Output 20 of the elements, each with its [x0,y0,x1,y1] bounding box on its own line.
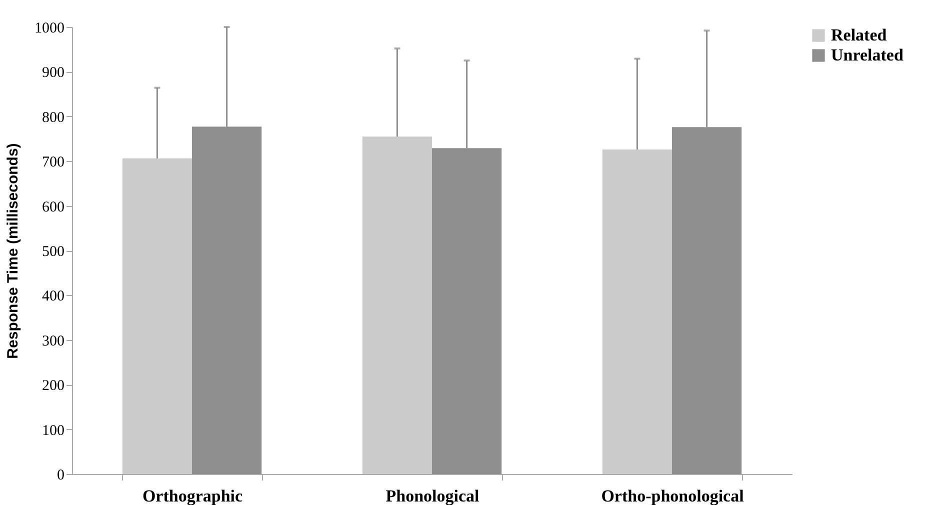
x-tick-label: Phonological [386,486,480,505]
legend-label: Related [831,26,888,44]
legend-label: Unrelated [831,46,904,64]
y-tick-label: 500 [42,244,64,260]
y-axis-title: Response Time (milliseconds) [4,143,22,359]
x-tick-label: Orthographic [142,486,244,505]
y-tick-label: 900 [42,65,64,82]
x-tick-label: Ortho-phonological [601,486,744,505]
bar [362,136,432,474]
y-tick-label: 0 [57,468,64,484]
y-tick-label: 1000 [34,20,64,36]
bar [602,149,672,474]
y-tick-label: 400 [42,288,64,305]
y-tick-label: 300 [42,333,64,350]
y-tick-label: 700 [42,154,64,171]
y-tick-label: 100 [42,422,64,439]
y-tick-label: 600 [42,199,64,216]
bar [122,158,192,474]
y-tick-label: 800 [42,110,64,126]
y-tick-label: 200 [42,378,64,394]
